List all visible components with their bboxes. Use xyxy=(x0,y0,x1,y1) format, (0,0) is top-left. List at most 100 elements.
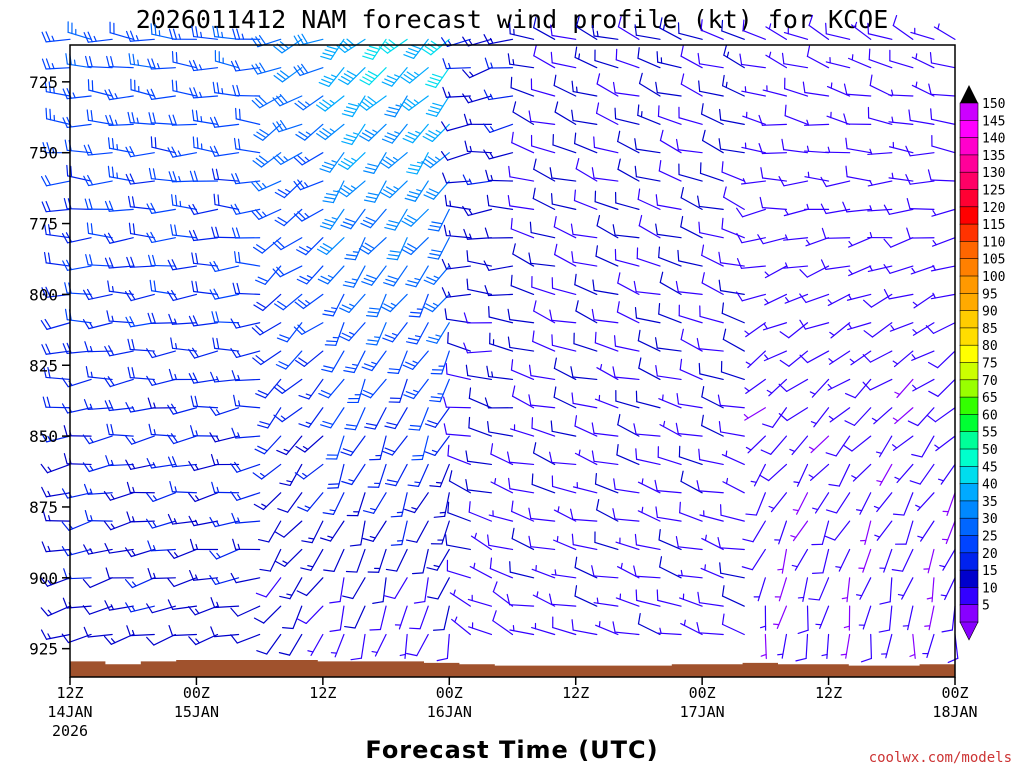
wind-barb xyxy=(930,292,956,300)
wind-barb xyxy=(616,301,640,324)
wind-barb xyxy=(862,350,893,363)
wind-barb xyxy=(768,492,788,513)
wind-barb xyxy=(125,316,155,328)
wind-barb xyxy=(571,533,598,551)
wind-barb xyxy=(829,322,851,339)
wind-barb xyxy=(294,95,324,111)
wind-barb xyxy=(912,322,935,336)
wind-barb xyxy=(85,366,113,381)
wind-barb xyxy=(324,322,345,346)
wind-barb xyxy=(843,113,872,125)
wind-barb xyxy=(937,463,956,485)
wind-barb xyxy=(487,420,514,437)
wind-barbs xyxy=(40,14,959,664)
wind-barb xyxy=(211,311,240,324)
wind-barb xyxy=(327,463,345,489)
wind-barb xyxy=(741,548,766,571)
wind-barb xyxy=(760,633,767,660)
wind-barb xyxy=(722,477,745,494)
wind-barb xyxy=(550,24,577,40)
wind-barb xyxy=(342,577,366,600)
wind-barb xyxy=(753,577,766,602)
wind-barb xyxy=(40,629,71,640)
wind-barb xyxy=(721,450,745,466)
wind-barb xyxy=(385,548,408,572)
wind-barb xyxy=(909,463,935,485)
wind-barb xyxy=(483,260,514,271)
wind-barb xyxy=(125,402,155,413)
colorbar-tick-label: 60 xyxy=(982,408,998,423)
credit-text[interactable]: coolwx.com/models xyxy=(869,750,1012,766)
wind-barb xyxy=(871,407,893,425)
wind-barb xyxy=(781,138,809,154)
wind-barb xyxy=(441,287,471,298)
wind-barb xyxy=(146,375,176,386)
wind-barb xyxy=(779,322,809,339)
wind-barb xyxy=(529,221,556,239)
wind-barb xyxy=(784,293,809,304)
wind-barb xyxy=(191,25,219,40)
wind-barb xyxy=(843,83,872,97)
wind-barb xyxy=(596,363,619,381)
wind-barb xyxy=(633,565,661,579)
wind-barb xyxy=(720,504,745,522)
wind-barb xyxy=(346,492,366,517)
wind-barb xyxy=(553,386,577,409)
colorbar-swatch xyxy=(959,171,979,191)
wind-barb xyxy=(659,271,682,295)
wind-barb xyxy=(507,194,535,210)
wind-barb xyxy=(701,414,724,437)
wind-barb xyxy=(423,180,450,200)
colorbar-swatch xyxy=(959,396,979,416)
wind-barb xyxy=(942,492,956,517)
wind-barb xyxy=(613,478,640,494)
wind-barb xyxy=(338,67,366,86)
wind-barb xyxy=(699,510,724,522)
wind-barb xyxy=(232,84,261,97)
wind-barb xyxy=(764,293,788,306)
wind-barb xyxy=(880,633,893,659)
wind-barb xyxy=(340,435,366,457)
wind-barb xyxy=(251,322,282,336)
colorbar-tick-label: 110 xyxy=(982,235,1005,250)
wind-barb xyxy=(879,548,893,573)
wind-barb xyxy=(425,95,450,117)
wind-barb xyxy=(797,605,809,634)
wind-barb xyxy=(593,136,619,154)
wind-barb xyxy=(369,435,387,461)
wind-barb xyxy=(369,605,387,631)
wind-barb xyxy=(506,451,535,466)
wind-barb xyxy=(256,633,282,655)
wind-barb xyxy=(851,463,872,482)
wind-barb xyxy=(736,291,766,302)
wind-barb xyxy=(613,335,640,352)
wind-barb xyxy=(634,307,661,324)
wind-barb xyxy=(462,205,493,217)
wind-barb xyxy=(928,83,956,97)
wind-barb xyxy=(421,152,450,169)
wind-barb xyxy=(83,144,113,156)
wind-barb xyxy=(528,110,556,125)
wind-barb xyxy=(510,76,535,97)
wind-barb xyxy=(696,621,724,636)
wind-barb xyxy=(571,80,598,97)
wind-barb xyxy=(549,309,577,324)
wind-barb xyxy=(553,74,577,97)
wind-barb xyxy=(878,605,893,633)
wind-barb xyxy=(783,208,809,217)
wind-barb xyxy=(824,520,851,541)
wind-barb xyxy=(828,407,851,423)
wind-barb xyxy=(575,300,598,324)
wind-barb xyxy=(531,473,556,494)
colorbar-tick-label: 140 xyxy=(982,132,1005,147)
wind-barb xyxy=(148,112,176,125)
wind-barb xyxy=(349,520,366,547)
wind-barb xyxy=(894,463,914,484)
wind-barb xyxy=(251,35,282,48)
wind-barb xyxy=(847,322,872,331)
wind-barb xyxy=(443,423,471,437)
wind-barb xyxy=(701,272,724,295)
wind-barb xyxy=(765,51,788,69)
wind-barb xyxy=(489,557,514,579)
